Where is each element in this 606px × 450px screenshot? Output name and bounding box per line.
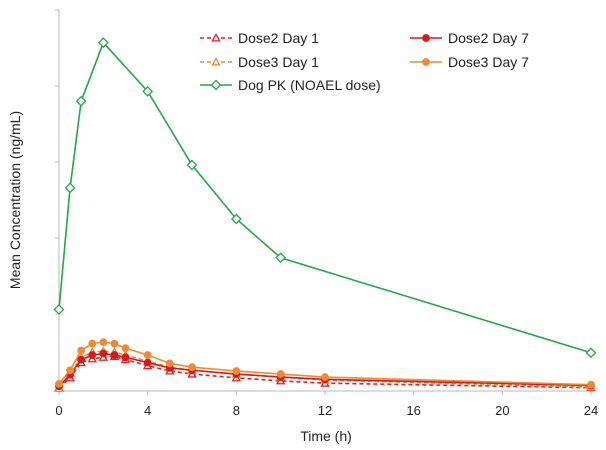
legend-label: Dose2 Day 1	[238, 30, 319, 46]
legend-marker	[211, 57, 221, 66]
series-layer	[53, 37, 597, 393]
data-point	[64, 182, 76, 194]
data-point	[143, 351, 152, 359]
series-4	[53, 37, 597, 359]
data-point	[99, 338, 108, 347]
series-0	[54, 351, 596, 392]
data-point	[186, 159, 198, 171]
data-point	[99, 349, 108, 358]
data-point	[66, 366, 74, 375]
y-axis-ticks	[55, 9, 59, 391]
data-point	[88, 351, 97, 359]
data-point	[143, 358, 152, 367]
legend-marker	[210, 79, 222, 91]
x-axis-ticks: 0 4 8 12 16 20 24	[55, 391, 598, 418]
legend-label: Dose3 Day 1	[238, 54, 319, 70]
legend-marker	[422, 34, 430, 42]
legend-label: Dose3 Day 7	[448, 54, 529, 70]
x-tick-label: 16	[406, 403, 420, 418]
data-point	[110, 351, 119, 359]
data-point	[276, 370, 285, 378]
data-point	[165, 359, 174, 368]
legend: Dose2 Day 1 Dose3 Day 1 Dose2 Day 7 Dose3 D…	[200, 30, 529, 93]
data-point	[53, 304, 65, 315]
data-point	[142, 85, 154, 97]
series-3	[55, 338, 595, 389]
legend-label: Dose2 Day 7	[448, 30, 529, 46]
data-point	[121, 344, 130, 353]
x-tick-label: 0	[55, 403, 62, 418]
legend-item: Dose2 Day 7	[410, 30, 529, 46]
data-point	[110, 339, 119, 348]
data-point	[121, 353, 130, 362]
data-point	[585, 347, 597, 359]
plot-area: 0 4 8 12 16 20 24	[53, 9, 598, 418]
legend-marker	[211, 33, 221, 42]
legend-item: Dog PK (NOAEL dose)	[200, 77, 381, 93]
legend-label: Dog PK (NOAEL dose)	[238, 77, 381, 93]
x-tick-label: 8	[233, 403, 240, 418]
data-point	[88, 339, 97, 348]
data-point	[77, 355, 86, 364]
data-point	[188, 363, 196, 372]
legend-item: Dose3 Day 1	[200, 54, 319, 70]
legend-item: Dose2 Day 1	[200, 30, 319, 46]
legend-marker	[422, 58, 430, 66]
data-point	[275, 252, 287, 264]
data-point	[77, 346, 86, 355]
x-tick-label: 4	[144, 403, 151, 418]
x-tick-label: 20	[495, 403, 509, 418]
x-axis-label: Time (h)	[300, 428, 352, 444]
data-point	[321, 373, 329, 381]
x-tick-label: 24	[584, 403, 598, 418]
data-point	[55, 380, 63, 388]
data-point	[97, 37, 109, 49]
y-axis-label: Mean Concentration (ng/mL)	[7, 111, 23, 289]
data-point	[232, 367, 241, 375]
data-point	[587, 380, 595, 389]
data-point	[75, 95, 87, 107]
x-tick-label: 12	[318, 403, 332, 418]
data-point	[230, 213, 242, 225]
legend-item: Dose3 Day 7	[410, 54, 529, 70]
